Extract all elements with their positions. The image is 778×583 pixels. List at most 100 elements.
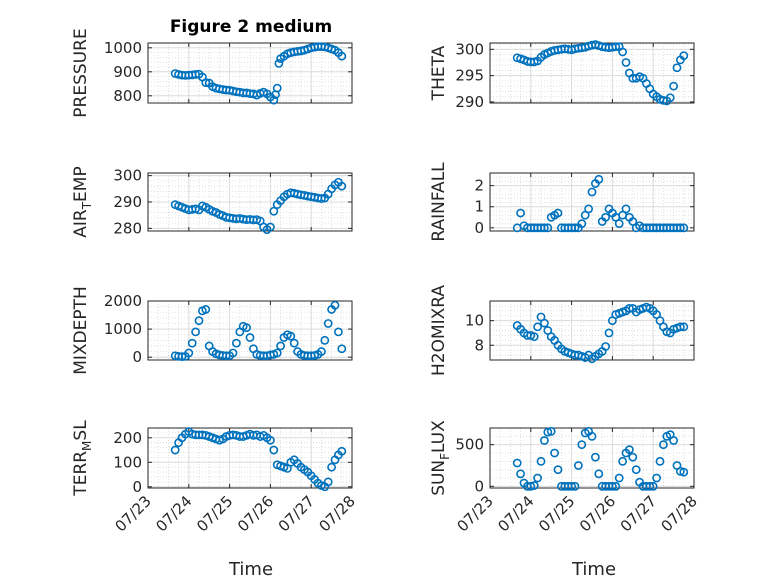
y-tick-label: 1 [474,198,484,216]
data-point [669,436,678,445]
data-point [269,95,279,105]
y-axis-label-main: THETA [429,45,449,101]
data-point [286,331,296,341]
y-tick-label: 2000 [104,292,142,310]
y-tick-label: 100 [113,453,142,471]
y-axis-label-rest: LUX [429,420,449,453]
y-axis-label-main: H2OMIXRA [429,285,449,376]
data-point [337,446,347,456]
data-point [611,42,621,52]
data-point [201,78,211,87]
data-point [655,456,665,466]
y-tick-label: 800 [113,87,142,105]
data-point [584,204,593,214]
y-axis-label-main: TERR [71,451,91,497]
data-point [194,316,204,326]
data-point [533,322,542,332]
data-point [269,445,279,455]
data-point [533,473,542,483]
y-axis-label: AIRTEMP [71,166,94,237]
data-point [201,305,211,314]
y-tick-label: 0 [474,477,484,495]
data-point [665,93,675,103]
data-point [316,194,326,203]
y-tick-label: 290 [455,93,484,111]
data-point [272,348,282,358]
data-point [659,440,668,450]
y-axis-label: MIXDEPTH [71,286,91,375]
data-point [274,59,284,68]
data-point [550,448,559,458]
y-axis-label-subscript: F [438,453,452,460]
data-point [170,445,180,455]
data-point [614,473,624,483]
y-axis-label-subscript: M [80,441,94,451]
data-point [652,473,661,483]
data-point [265,222,275,232]
data-point [679,51,689,61]
data-point [323,477,333,487]
data-point [231,338,241,348]
y-tick-label: 0 [132,478,142,496]
subplot-5: 0 1000 2000 MIXDEPTH [71,286,353,375]
data-point [669,81,678,91]
data-point [577,440,587,450]
data-point [679,322,689,332]
data-point [553,465,563,475]
data-point [529,332,539,342]
y-tick-label: 0 [474,219,484,237]
data-point [177,352,187,362]
data-point [245,333,255,342]
data-point [608,481,617,491]
data-point [337,51,347,61]
data-point [587,187,597,197]
data-point [604,328,614,338]
subplot-2: 290 295 300 THETA [429,40,695,111]
subplot-1: 800 900 1000 PRESSURE [71,28,353,118]
data-point [269,206,279,216]
y-axis-label: H2OMIXRA [429,285,449,376]
data-point [191,327,200,337]
data-point [543,223,553,233]
axes-box [489,300,695,361]
y-tick-label: 8 [474,336,484,354]
axes-box [489,427,695,489]
axes-box [147,427,353,489]
data-point [625,445,634,455]
data-point [337,344,347,354]
data-point [611,481,621,491]
data-point [337,181,347,191]
data-point [228,348,238,358]
y-tick-label: 1000 [104,320,142,338]
data-point [591,452,600,462]
y-axis-label: RAINFALL [429,162,449,242]
y-axis-label: THETA [429,45,449,101]
data-point [272,83,282,93]
x-axis-label-right: Time [571,559,616,580]
axes-box [147,300,353,361]
data-point [276,341,285,351]
y-axis-label: TERRMSL [71,420,94,497]
data-point [621,204,631,214]
data-point [628,452,638,462]
data-point [333,327,343,337]
data-point [601,212,610,222]
data-point [648,481,658,491]
data-point [540,223,549,233]
y-axis-label-rest: SL [71,420,91,441]
data-point [621,58,631,67]
data-point [574,461,583,470]
data-point [516,208,525,218]
data-point [594,469,604,479]
data-point [679,467,689,477]
y-axis-label: PRESSURE [71,28,91,117]
y-tick-label: 200 [113,429,142,447]
y-axis-label-main: RAINFALL [429,162,449,242]
data-point [618,456,627,466]
data-point [614,219,624,229]
y-axis-label-subscript: T [80,201,94,210]
subplot-4: 0 1 2 RAINFALL [429,162,695,242]
data-point [587,431,597,441]
y-axis-label-main: PRESSURE [71,28,91,117]
